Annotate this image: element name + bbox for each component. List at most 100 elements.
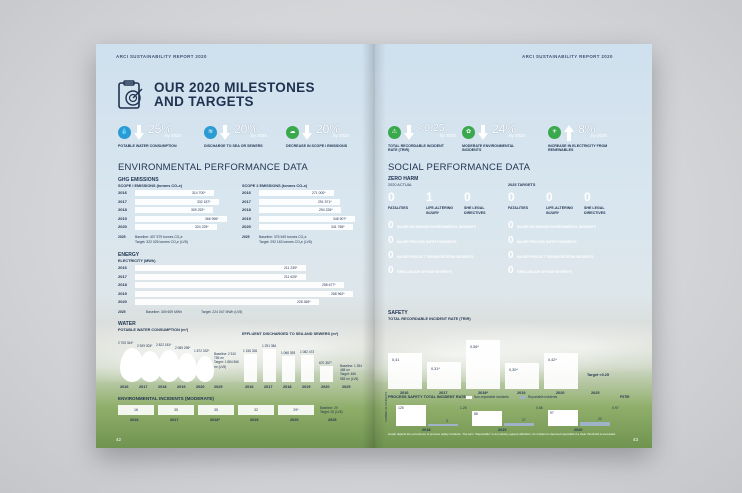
bar-row: 2018 309 292* [118, 207, 234, 214]
year-label: 2016 [118, 190, 127, 195]
kpi-label: FATALITIES [508, 206, 529, 210]
potable-label: POTABLE WATER CONSUMPTION (m³) [118, 328, 189, 332]
incident-value: 29* [278, 405, 314, 415]
incident-value: 35 [198, 405, 234, 415]
list-label: MAJOR PRODUCT TRANSPORTATION INCIDENTS [397, 255, 474, 259]
list-number: 0 [388, 265, 394, 276]
bar-value: 324 225* [195, 225, 209, 230]
trir-value: 0,41 [392, 358, 400, 362]
psti-value-non-reportable: 88 [474, 412, 478, 416]
environmental-heading: ENVIRONMENTAL PERFORMANCE DATA [118, 162, 308, 173]
effluent-year: 2019 [302, 385, 311, 389]
kpi-number: 0 [388, 190, 395, 204]
list-label: FIRES (MAJOR OR HIGH SEVERITY) [397, 270, 453, 274]
footnote: Graph depicts the occurrence of process … [388, 432, 616, 436]
year-label: 2016 [118, 265, 127, 270]
bar-row: 2017 291 571* [242, 198, 358, 205]
year-label: 2016 [242, 190, 251, 195]
milestone-trir: ⚠ <0.25 by 2025 TOTAL RECORDABLE INCIDEN… [388, 122, 457, 153]
trir-year: 2025 [591, 391, 600, 395]
running-head: ARCI SUSTAINABILITY REPORT 2020 [522, 54, 613, 59]
milestone-scope1: ☁ 20% by 2025 DECREASE IN SCOPE I EMISSI… [286, 122, 350, 148]
drop-value: 1 872 032* [194, 349, 210, 353]
water-heading: WATER [118, 321, 136, 327]
effluent-bar [244, 354, 257, 382]
trir-value: 0,56* [470, 345, 479, 349]
milestone-env-incidents: ✿ 24% by 2025 MODERATE ENVIRONMENTAL INC… [462, 122, 526, 153]
scope1-baseline: Baseline: 407 579 tonnes CO₂e [135, 235, 183, 239]
bar [259, 190, 334, 196]
incident-year: 2017 [170, 418, 179, 422]
drop-value: 2 705 344* [118, 341, 134, 345]
trir-label: TOTAL RECORDABLE INCIDENT RATE (TRIR) [388, 317, 471, 321]
bar-row: 2018 294 226* [242, 207, 358, 214]
incidents-label: ENVIRONMENTAL INCIDENTS (MODERATE) [118, 396, 214, 401]
targets-label: 2025 TARGETS [508, 183, 536, 187]
psti-bar-reportable [504, 423, 534, 426]
psti-value-reportable: 3 [446, 419, 448, 423]
hazard-shield-icon: ⚠ [388, 126, 401, 139]
drop-value: 2 929 303* [137, 344, 153, 348]
bar-row: 2017 211 625* [118, 273, 360, 280]
list-number: 0 [508, 265, 514, 276]
bar [135, 290, 353, 297]
zero-harm-heading: ZERO HARM [388, 176, 419, 182]
trir-bar [427, 362, 461, 389]
bar [259, 224, 353, 231]
psti-year: 2019 [498, 428, 507, 432]
bar [135, 215, 227, 222]
running-head: ARCI SUSTAINABILITY REPORT 2020 [116, 54, 207, 59]
pstir-value: 1.25 [460, 406, 467, 410]
kpi-label: FATALITIES [388, 206, 409, 210]
page-title: OUR 2020 MILESTONES AND TARGETS [154, 80, 315, 109]
page-number: 43 [632, 437, 638, 442]
bar-row: 2017 332 187* [118, 198, 234, 205]
water-drop [177, 353, 197, 382]
effluent-value: 1 066 393 [281, 351, 296, 355]
psti-bar-non-reportable [548, 410, 578, 426]
bar-value: 258 677* [322, 283, 336, 288]
open-report-booklet: ARCI SUSTAINABILITY REPORT 2020 OUR 2020… [96, 44, 652, 448]
globe-leaf-icon: ✿ [462, 126, 475, 139]
electricity-target: Target: 224 047 MWh (LV5) [201, 310, 243, 314]
bar [259, 207, 341, 214]
incident-year: 2019 [250, 418, 259, 422]
trir-value: 0,42* [548, 358, 557, 362]
bar-value: 348 907* [333, 216, 347, 221]
trir-bar [505, 363, 539, 389]
effluent-value: 1 156 326 [243, 349, 258, 353]
trir-year: 2019 [517, 391, 526, 395]
list-label: MAJOR PROCESS SAFETY INCIDENTS [517, 240, 577, 244]
year-label: 2018 [118, 207, 127, 213]
bar-value: 332 187* [197, 199, 211, 204]
bar-value: 309 292* [191, 208, 205, 213]
trir-year: 2020 [556, 391, 565, 395]
drop-year: 2016 [120, 385, 129, 389]
list-label: FIRES (MAJOR OR HIGH SEVERITY) [517, 270, 573, 274]
arrow-up-icon [564, 125, 574, 141]
arrow-down-icon [302, 125, 312, 141]
trir-bar [388, 353, 422, 389]
drop-year: 2017 [139, 385, 148, 389]
list-number: 0 [388, 250, 394, 261]
effluent-value: 1 082 473 [300, 350, 315, 354]
trir-value: 0,30* [509, 368, 518, 372]
trir-value: 0,31* [431, 367, 440, 371]
trir-year: 2018* [478, 391, 488, 395]
kpi-number: 0 [584, 190, 591, 204]
effluent-year: 2016 [245, 385, 254, 389]
list-number: 0 [388, 235, 394, 246]
year-label: 2020 [118, 224, 127, 230]
effluent-baseline-target: Baseline: 1 284 458 m³ Target: 466 983 m… [340, 364, 362, 381]
pstir-value: 0.97 [612, 406, 619, 410]
arrow-down-icon [134, 125, 144, 141]
ghg-heading: GHG EMISSIONS [118, 177, 159, 183]
bar [135, 282, 344, 289]
drop-year: 2020 [196, 385, 205, 389]
psti-value-non-reportable: 125 [398, 406, 404, 410]
target-clipboard-icon [118, 80, 143, 109]
legend-reportable: Reportable incidents [520, 395, 557, 399]
incident-value: 35 [158, 405, 194, 415]
bar-value: 228 365* [297, 300, 311, 305]
year-label: 2018 [118, 282, 127, 288]
